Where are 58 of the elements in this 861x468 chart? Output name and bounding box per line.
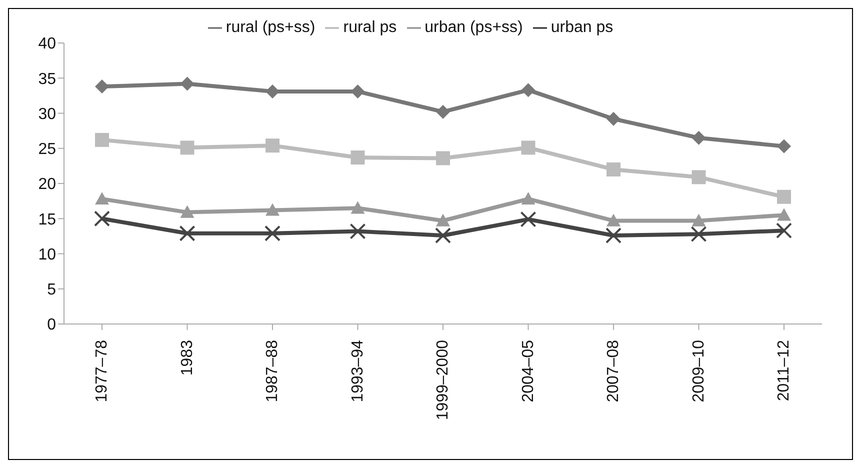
point <box>180 76 194 91</box>
point <box>521 83 536 98</box>
y-tick-label: 25 <box>38 141 56 158</box>
point <box>777 190 791 204</box>
point <box>435 227 451 244</box>
point <box>95 192 109 205</box>
point <box>690 226 707 242</box>
point <box>95 80 109 94</box>
point <box>606 214 620 226</box>
y-tick-label: 15 <box>38 211 56 228</box>
point <box>350 150 365 165</box>
x-tick-label: 2007–08 <box>605 340 622 402</box>
point <box>436 214 450 226</box>
point <box>606 162 620 176</box>
point <box>606 227 622 244</box>
point <box>521 140 536 155</box>
point <box>179 225 196 242</box>
point <box>777 139 791 154</box>
point <box>520 211 536 228</box>
legend-label: rural ps <box>343 19 397 36</box>
x-tick-label: 1999–2000 <box>434 340 452 420</box>
x-tick-label: 2004–05 <box>520 340 537 402</box>
y-tick-label: 20 <box>38 176 56 194</box>
x-tick-label: 1987–88 <box>264 340 281 402</box>
point <box>350 223 366 240</box>
point <box>350 84 365 98</box>
point <box>266 138 280 153</box>
point <box>436 104 450 119</box>
point <box>777 208 791 221</box>
x-tick-label: 2009–10 <box>690 340 708 402</box>
x-tick-label: 1993–94 <box>349 340 366 402</box>
point <box>692 214 706 226</box>
point <box>95 132 109 147</box>
point <box>692 170 706 184</box>
point <box>776 222 792 239</box>
point <box>692 130 706 145</box>
point <box>180 205 194 218</box>
point <box>94 210 110 227</box>
legend-label: rural (ps+ss) <box>226 19 316 36</box>
y-tick-label: 30 <box>38 106 56 123</box>
y-tick-label: 35 <box>38 70 56 88</box>
point <box>350 201 365 214</box>
x-tick-label: 1983 <box>178 340 196 376</box>
point <box>266 84 280 98</box>
y-tick-label: 5 <box>47 282 56 299</box>
x-tick-label: 1977–78 <box>94 340 110 402</box>
point <box>606 112 620 126</box>
point <box>264 225 280 242</box>
point <box>521 192 536 205</box>
y-tick-label: 40 <box>38 36 56 53</box>
legend-label: urban ps <box>550 19 614 36</box>
legend-label: urban (ps+ss) <box>424 19 523 36</box>
point <box>266 203 280 216</box>
x-tick-label: 2011–12 <box>776 340 792 402</box>
y-tick-label: 0 <box>47 316 56 334</box>
point <box>436 151 450 166</box>
point <box>180 140 194 155</box>
y-tick-label: 10 <box>38 246 56 264</box>
